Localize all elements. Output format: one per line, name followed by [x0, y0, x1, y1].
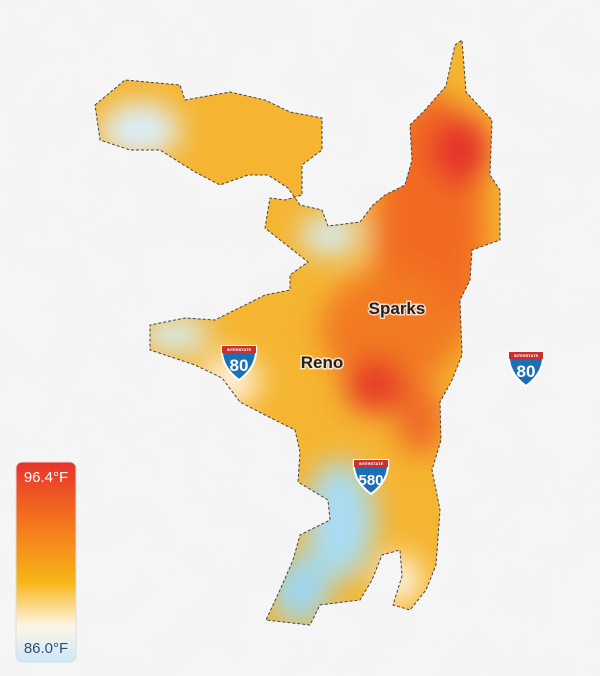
city-label: Sparks — [369, 299, 426, 318]
legend-scale — [15, 461, 77, 663]
shield-number: 80 — [517, 362, 536, 381]
interstate-shield: INTERSTATE 80 — [507, 351, 545, 388]
interstate-shield: INTERSTATE 80 — [220, 345, 258, 382]
interstate-shield: INTERSTATE 580 — [352, 459, 390, 496]
shield-network: INTERSTATE — [227, 347, 252, 352]
city-label: Reno — [301, 353, 344, 372]
legend-min: 86.0°F — [24, 640, 68, 657]
shield-number: 580 — [358, 472, 383, 489]
shield-network: INTERSTATE — [359, 461, 384, 466]
shield-number: 80 — [230, 356, 249, 375]
shield-network: INTERSTATE — [514, 353, 539, 358]
legend: 96.4°F 86.0°F — [15, 461, 77, 663]
legend-max: 96.4°F — [24, 469, 68, 486]
